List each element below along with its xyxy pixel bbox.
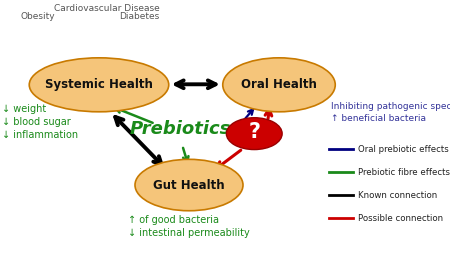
Ellipse shape [135,159,243,211]
Text: ↑ beneficial bacteria: ↑ beneficial bacteria [331,114,426,123]
Text: Inhibiting pathogenic species: Inhibiting pathogenic species [331,102,450,111]
Text: Prebiotics: Prebiotics [129,120,231,137]
Text: ↑ of good bacteria: ↑ of good bacteria [128,215,219,225]
Text: ↓ weight: ↓ weight [2,104,46,114]
Text: Gut Health: Gut Health [153,179,225,191]
Text: ↓ intestinal permeability: ↓ intestinal permeability [128,228,250,237]
Text: Known connection: Known connection [358,191,437,200]
Text: Prebiotic fibre effects: Prebiotic fibre effects [358,168,450,177]
Text: ↓ blood sugar: ↓ blood sugar [2,117,71,127]
Text: ↓ inflammation: ↓ inflammation [2,130,78,140]
Text: Oral prebiotic effects: Oral prebiotic effects [358,144,449,154]
Ellipse shape [223,58,335,112]
Text: Oral Health: Oral Health [241,78,317,91]
Ellipse shape [29,58,169,112]
Text: Diabetes: Diabetes [119,12,159,21]
Text: Systemic Health: Systemic Health [45,78,153,91]
Circle shape [226,118,282,150]
Text: Obesity: Obesity [20,12,55,21]
Text: Cardiovascular Disease: Cardiovascular Disease [54,4,160,14]
Text: ?: ? [248,122,260,142]
Text: Possible connection: Possible connection [358,214,443,223]
